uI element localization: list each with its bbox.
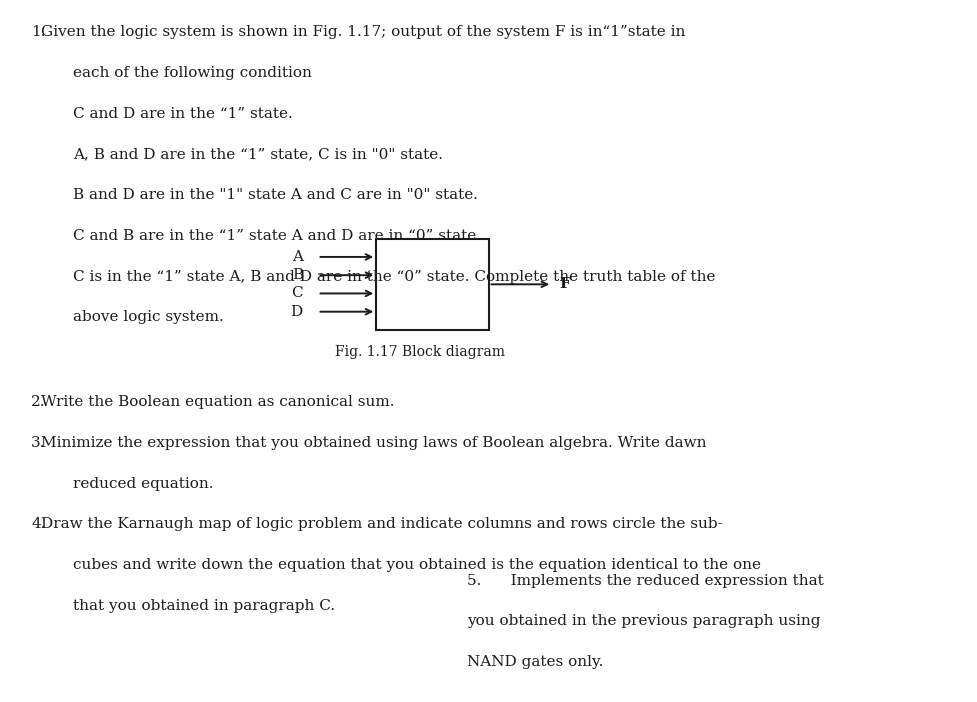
Text: 1.: 1. bbox=[31, 25, 46, 39]
Text: 4.: 4. bbox=[31, 517, 46, 531]
Text: Given the logic system is shown in Fig. 1.17; output of the system F is in“1”sta: Given the logic system is shown in Fig. … bbox=[41, 25, 686, 39]
Text: C and B are in the “1” state A and D are in “0” state.: C and B are in the “1” state A and D are… bbox=[73, 229, 482, 243]
Text: above logic system.: above logic system. bbox=[73, 310, 224, 324]
Text: B: B bbox=[292, 268, 303, 282]
Text: A, B and D are in the “1” state, C is in "0" state.: A, B and D are in the “1” state, C is in… bbox=[73, 147, 444, 161]
Text: NAND gates only.: NAND gates only. bbox=[467, 655, 604, 669]
Text: each of the following condition: each of the following condition bbox=[73, 66, 312, 80]
Text: F: F bbox=[559, 277, 570, 291]
Bar bbox=[376, 239, 488, 330]
Text: Minimize the expression that you obtained using laws of Boolean algebra. Write d: Minimize the expression that you obtaine… bbox=[41, 436, 706, 450]
Text: A: A bbox=[292, 250, 303, 264]
Text: Draw the Karnaugh map of logic problem and indicate columns and rows circle the : Draw the Karnaugh map of logic problem a… bbox=[41, 517, 723, 531]
Text: C is in the “1” state A, B and D are in the “0” state. Complete the truth table : C is in the “1” state A, B and D are in … bbox=[73, 270, 716, 284]
Text: you obtained in the previous paragraph using: you obtained in the previous paragraph u… bbox=[467, 614, 821, 628]
Text: 3.: 3. bbox=[31, 436, 46, 450]
Text: 5.      Implements the reduced expression that: 5. Implements the reduced expression tha… bbox=[467, 574, 824, 588]
Text: Fig. 1.17 Block diagram: Fig. 1.17 Block diagram bbox=[335, 345, 505, 359]
Text: cubes and write down the equation that you obtained is the equation identical to: cubes and write down the equation that y… bbox=[73, 558, 761, 572]
Text: C and D are in the “1” state.: C and D are in the “1” state. bbox=[73, 107, 293, 121]
Text: D: D bbox=[290, 305, 303, 319]
Text: C: C bbox=[291, 286, 303, 300]
Text: that you obtained in paragraph C.: that you obtained in paragraph C. bbox=[73, 599, 335, 613]
Text: Write the Boolean equation as canonical sum.: Write the Boolean equation as canonical … bbox=[41, 395, 395, 409]
Text: 2.: 2. bbox=[31, 395, 46, 409]
Text: reduced equation.: reduced equation. bbox=[73, 477, 214, 491]
Text: B and D are in the "1" state A and C are in "0" state.: B and D are in the "1" state A and C are… bbox=[73, 188, 479, 202]
